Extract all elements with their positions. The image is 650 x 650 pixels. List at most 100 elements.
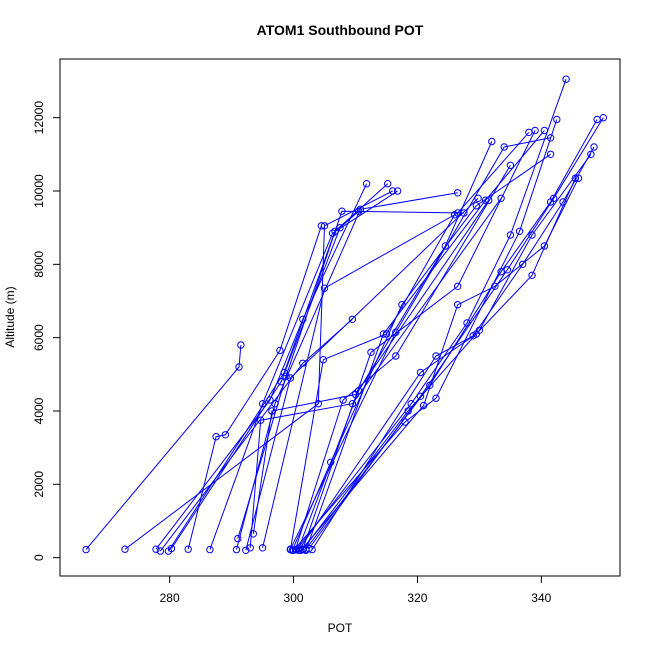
series-8 [206, 187, 402, 554]
series-line [293, 119, 558, 551]
data-point [599, 114, 607, 122]
series-12 [246, 194, 505, 552]
data-point [152, 545, 160, 553]
series-line [252, 199, 490, 534]
data-point [472, 202, 480, 210]
data-point [454, 282, 462, 290]
data-point [497, 194, 505, 203]
y-axis-label: Altitude (m) [3, 286, 17, 347]
series-line [209, 190, 398, 550]
data-point [367, 348, 375, 356]
series-line [311, 146, 595, 550]
series-28 [305, 114, 607, 553]
data-point [454, 189, 462, 197]
data-point [450, 211, 459, 219]
data-point [268, 407, 276, 415]
data-point [474, 194, 482, 203]
data-point [506, 231, 515, 239]
data-point [393, 187, 402, 195]
data-point [348, 315, 357, 323]
series-7 [184, 222, 326, 553]
series-line [305, 130, 545, 551]
data-point [546, 150, 555, 159]
data-point [553, 115, 561, 124]
data-point [234, 534, 242, 543]
series-22 [289, 115, 561, 554]
series-5 [164, 180, 392, 555]
y-tick-label: 12000 [32, 101, 46, 135]
data-point [237, 341, 245, 349]
data-point [441, 242, 449, 250]
series-11 [242, 194, 482, 554]
data-point [242, 546, 250, 554]
data-point [286, 374, 295, 382]
data-point [454, 301, 462, 309]
plot-frame [59, 58, 621, 577]
y-tick-label: 4000 [32, 397, 46, 424]
data-point [338, 207, 346, 215]
data-point [257, 416, 265, 424]
data-point [294, 546, 303, 554]
data-point [184, 545, 192, 553]
data-point [249, 530, 258, 538]
data-point [339, 396, 347, 404]
data-point [246, 544, 254, 552]
data-point [488, 137, 496, 146]
data-point [546, 134, 555, 142]
data-point [319, 356, 327, 364]
series-23 [292, 75, 570, 554]
data-point [156, 547, 165, 555]
data-point [379, 330, 388, 338]
series-line [262, 131, 530, 548]
data-point [317, 222, 326, 230]
data-point [392, 352, 400, 360]
data-point [392, 328, 400, 336]
y-tick-label: 0 [32, 554, 46, 561]
series-20 [302, 126, 549, 554]
y-tick-label: 6000 [32, 324, 46, 351]
data-point [121, 545, 129, 553]
x-axis-label: POT [328, 621, 353, 635]
series-line [308, 117, 604, 549]
data-point [587, 150, 595, 159]
series-27 [302, 115, 601, 553]
data-point [320, 284, 329, 292]
series-line [289, 137, 551, 550]
series-line [155, 183, 368, 550]
data-point [362, 180, 371, 188]
chart-title: ATOM1 Southbound POT [257, 22, 424, 38]
data-point [328, 229, 337, 237]
series-line [302, 154, 592, 550]
data-point [432, 394, 440, 402]
data-point [305, 544, 313, 553]
series-line [296, 79, 567, 550]
series-line [249, 198, 502, 548]
series-line [237, 210, 464, 539]
data-point [167, 544, 176, 553]
x-tick-label: 340 [531, 591, 551, 605]
data-point [528, 271, 536, 279]
data-point [531, 126, 539, 135]
data-point [314, 400, 322, 408]
data-point [384, 180, 392, 188]
data-point [519, 260, 527, 268]
data-point [540, 242, 549, 250]
data-point [221, 431, 230, 439]
series-line [305, 119, 598, 550]
data-point [416, 392, 425, 400]
series-line [171, 210, 359, 549]
series-line [291, 153, 551, 551]
series-line [294, 165, 511, 550]
plot-data [82, 75, 607, 555]
y-tick-label: 8000 [32, 251, 46, 278]
x-tick-label: 300 [284, 591, 304, 605]
data-point [503, 266, 511, 274]
data-point [235, 363, 243, 371]
series-line [300, 177, 579, 551]
data-point [419, 401, 428, 410]
data-point [206, 545, 214, 554]
data-point [481, 196, 490, 204]
data-point [258, 544, 267, 552]
data-point [258, 400, 267, 408]
